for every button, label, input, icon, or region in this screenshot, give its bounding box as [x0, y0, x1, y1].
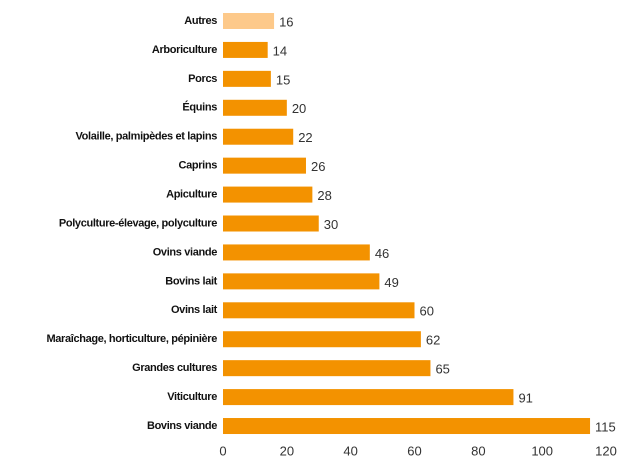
value-label: 46 [375, 246, 389, 261]
value-label: 26 [311, 159, 325, 174]
x-tick-label: 100 [531, 443, 553, 458]
x-tick-label: 80 [471, 443, 485, 458]
category-label: Apiculture [166, 188, 217, 200]
bar [223, 41, 268, 58]
bar [223, 70, 271, 87]
category-label: Caprins [178, 160, 217, 172]
value-label: 30 [324, 217, 338, 232]
category-label: Volaille, palmipèdes et lapins [75, 131, 217, 143]
bar [223, 244, 370, 261]
category-label: Polyculture-élevage, polyculture [59, 217, 217, 229]
category-label: Bovins viande [147, 420, 217, 432]
bar [223, 302, 415, 319]
x-tick-label: 60 [407, 443, 421, 458]
value-label: 60 [420, 304, 434, 319]
category-label: Équins [182, 101, 217, 114]
value-label: 62 [426, 333, 440, 348]
value-label: 28 [317, 188, 331, 203]
value-label: 22 [298, 130, 312, 145]
category-label: Porcs [188, 73, 217, 85]
value-label: 16 [279, 14, 293, 29]
value-label: 15 [276, 72, 290, 87]
category-label: Ovins viande [153, 246, 218, 258]
bar [223, 418, 591, 435]
x-tick-label: 120 [595, 443, 617, 458]
category-label: Viticulture [167, 391, 217, 403]
x-tick-label: 40 [343, 443, 357, 458]
x-tick-label: 0 [219, 443, 226, 458]
bar [223, 360, 431, 377]
bar [223, 331, 421, 348]
value-label: 65 [435, 362, 449, 377]
x-tick-label: 20 [280, 443, 294, 458]
value-label: 49 [384, 275, 398, 290]
value-label: 115 [595, 419, 616, 434]
bar [223, 215, 319, 232]
bar [223, 157, 306, 174]
bar [223, 186, 313, 203]
bar [223, 273, 380, 290]
category-label: Maraîchage, horticulture, pépinière [46, 333, 217, 345]
bar [223, 128, 294, 145]
value-label: 20 [292, 101, 306, 116]
bar [223, 389, 514, 406]
category-label: Grandes cultures [132, 362, 217, 374]
category-label: Ovins lait [171, 304, 218, 316]
category-label: Arboriculture [152, 44, 217, 56]
bar [223, 99, 287, 116]
value-label: 91 [518, 391, 532, 406]
category-label: Autres [184, 15, 217, 27]
bar [223, 13, 275, 29]
category-label: Bovins lait [165, 275, 217, 287]
value-label: 14 [273, 43, 287, 58]
